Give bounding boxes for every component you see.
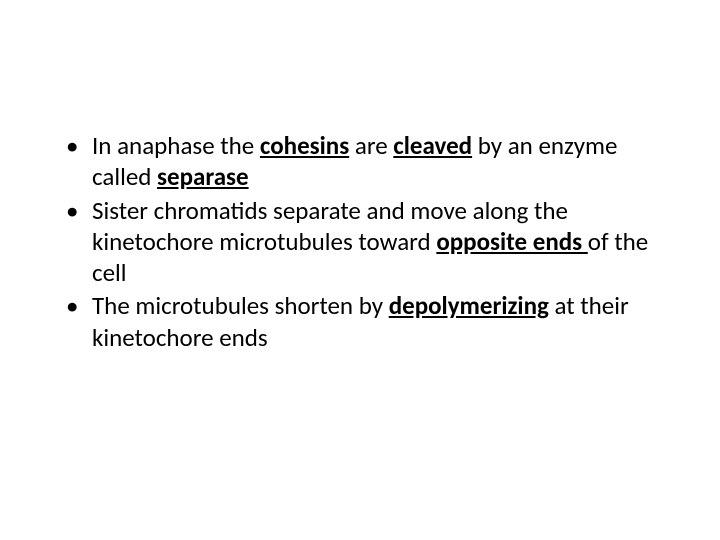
text-run: separase <box>157 161 249 192</box>
text-run: In anaphase the <box>92 130 260 161</box>
bullet-list: In anaphase the cohesins are cleaved by … <box>60 130 660 353</box>
text-run: cleaved <box>393 130 472 161</box>
text-run: are <box>349 130 393 161</box>
bullet-item: In anaphase the cohesins are cleaved by … <box>60 130 660 193</box>
slide: In anaphase the cohesins are cleaved by … <box>0 0 720 540</box>
text-run: The microtubules shorten by <box>92 290 389 321</box>
text-run: depolymerizing <box>389 290 549 321</box>
text-run: opposite ends <box>436 226 587 257</box>
text-run: cohesins <box>260 130 349 161</box>
bullet-item: The microtubules shorten by depolymerizi… <box>60 290 660 353</box>
bullet-item: Sister chromatids separate and move alon… <box>60 195 660 289</box>
